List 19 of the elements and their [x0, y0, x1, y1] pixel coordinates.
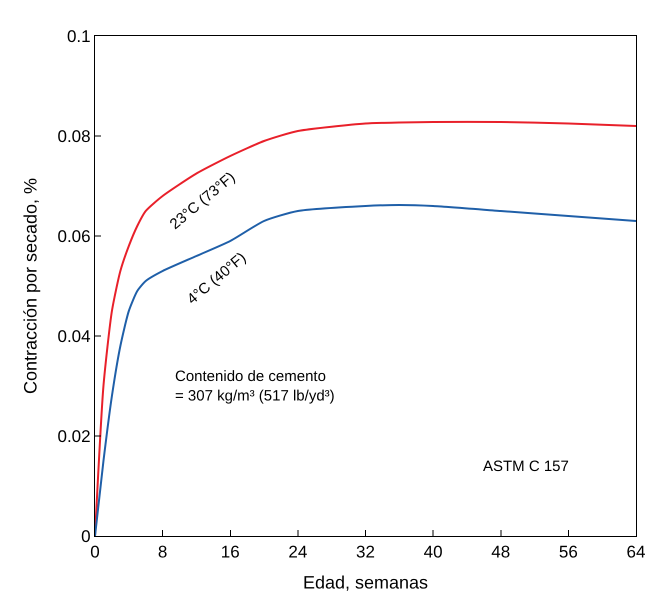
x-tick-label: 8	[158, 542, 168, 562]
y-axis-title: Contracción por secado, %	[20, 178, 41, 394]
x-tick-label: 16	[220, 542, 240, 562]
line-series	[95, 204, 636, 536]
x-tick-label: 56	[558, 542, 578, 562]
y-tick-label: 0.06	[58, 226, 91, 246]
annotation: ASTM C 157	[483, 458, 569, 475]
x-tick-label: 40	[424, 542, 443, 562]
x-tick-label: 24	[288, 542, 308, 562]
y-tick-label: 0.02	[58, 426, 91, 446]
x-tick-label: 32	[356, 542, 375, 562]
x-tick-label: 48	[491, 542, 510, 562]
x-axis-title: Edad, semanas	[302, 572, 428, 592]
y-tick-label: 0.04	[58, 326, 91, 346]
y-tick-label: 0.08	[58, 126, 91, 146]
annotation: Contenido de cemento = 307 kg/m³ (517 lb/yd³)	[175, 368, 335, 404]
x-tick-label: 64	[626, 542, 646, 562]
y-tick-label: 0.1	[66, 26, 91, 46]
y-tick-label: 0	[81, 526, 91, 546]
